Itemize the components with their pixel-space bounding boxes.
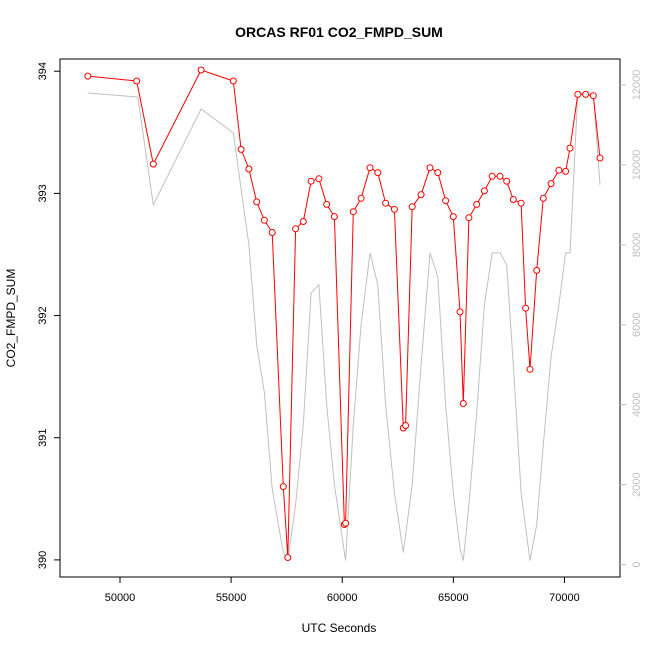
data-point — [496, 172, 504, 180]
primary-series-line — [87, 69, 601, 558]
data-point — [84, 72, 92, 80]
data-point — [562, 167, 570, 175]
data-point — [299, 218, 307, 225]
data-point — [268, 229, 276, 236]
y2-tick-label: 12000 — [631, 70, 643, 101]
data-point — [465, 214, 473, 222]
data-point — [342, 519, 350, 527]
y2-tick-label: 8000 — [631, 233, 643, 257]
data-point — [566, 144, 574, 152]
data-point — [307, 177, 315, 185]
x-axis: 50000 55000 60000 65000 70000 — [105, 577, 580, 604]
y-tick-label: 394 — [37, 62, 49, 80]
y-axis-label: CO2_FMPD_SUM — [4, 269, 18, 368]
data-point — [408, 203, 416, 211]
x-tick-label: 65000 — [438, 592, 469, 604]
data-point — [509, 196, 517, 203]
data-point — [374, 169, 382, 177]
data-point — [473, 200, 481, 208]
data-point — [417, 191, 425, 199]
data-point — [526, 365, 534, 373]
data-point — [260, 216, 268, 224]
data-point — [533, 266, 541, 274]
data-point — [459, 400, 467, 407]
data-point — [582, 90, 590, 98]
data-point — [349, 208, 357, 216]
y2-tick-label: 10000 — [631, 150, 643, 181]
data-point — [330, 213, 338, 221]
x-axis-label: UTC Seconds — [302, 621, 377, 635]
chart-title: ORCAS RF01 CO2_FMPD_SUM — [235, 24, 443, 40]
y2-tick-label: 0 — [631, 562, 643, 568]
x-tick-label: 55000 — [216, 592, 247, 604]
data-point — [522, 304, 530, 312]
data-point — [449, 213, 457, 221]
y2-tick-label: 2000 — [631, 472, 643, 496]
data-point — [574, 90, 582, 98]
data-point — [284, 554, 292, 561]
data-point — [133, 77, 141, 85]
y-tick-label: 391 — [37, 429, 49, 447]
data-point — [589, 92, 597, 100]
data-point — [539, 194, 547, 202]
y-tick-label: 393 — [37, 184, 49, 202]
data-point — [456, 308, 464, 316]
data-point — [366, 164, 374, 172]
data-point — [434, 169, 442, 177]
data-point — [547, 180, 555, 188]
data-point — [279, 483, 287, 491]
data-point — [442, 197, 450, 205]
data-point — [229, 77, 237, 85]
data-point — [197, 66, 205, 74]
data-point — [426, 164, 434, 172]
x-tick-label: 60000 — [327, 592, 358, 604]
x-tick-label: 70000 — [549, 592, 580, 604]
secondary-series-line — [87, 92, 601, 563]
data-point — [292, 225, 300, 233]
data-point — [315, 175, 323, 183]
data-point — [245, 165, 253, 173]
data-point — [382, 199, 390, 207]
y-axis: 390 391 392 393 394 — [37, 62, 60, 569]
data-point — [390, 205, 398, 213]
data-point — [555, 166, 563, 174]
data-point — [503, 177, 511, 185]
y-tick-label: 392 — [37, 306, 49, 324]
y2-tick-label: 4000 — [631, 392, 643, 416]
x-tick-label: 50000 — [105, 592, 136, 604]
data-point — [149, 160, 157, 168]
secondary-y-axis: 0 2000 4000 6000 8000 10000 12000 — [620, 70, 643, 568]
plot-frame — [59, 58, 621, 578]
data-point — [596, 154, 604, 162]
data-point — [237, 145, 245, 153]
data-point — [480, 187, 488, 195]
data-point — [488, 172, 496, 180]
data-point — [517, 199, 525, 207]
y-tick-label: 390 — [37, 551, 49, 569]
data-point — [357, 194, 365, 202]
series-group — [84, 66, 604, 563]
data-point — [253, 198, 261, 206]
data-point — [402, 422, 410, 429]
y2-tick-label: 6000 — [631, 313, 643, 337]
data-point — [323, 200, 331, 208]
